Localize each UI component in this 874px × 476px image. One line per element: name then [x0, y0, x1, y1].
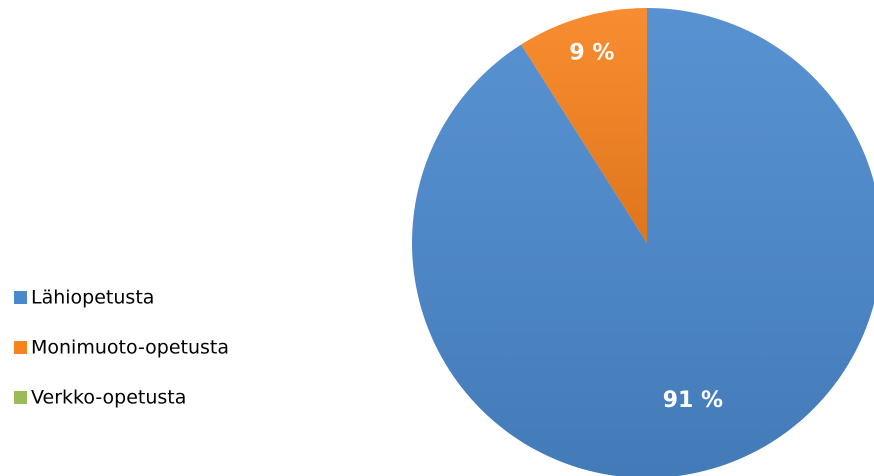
legend: Lähiopetusta Monimuoto-opetusta Verkko-ope…	[14, 287, 229, 409]
slice-labels: 91 % 9 %	[569, 40, 723, 413]
pie	[412, 8, 874, 476]
slice-label: 9 %	[569, 40, 614, 65]
legend-label: Monimuoto-opetusta	[31, 337, 229, 359]
slice-shade	[521, 8, 647, 243]
legend-label: Verkko-opetusta	[31, 387, 186, 409]
legend-swatch	[14, 341, 27, 354]
legend-swatch	[14, 391, 27, 404]
legend-label: Lähiopetusta	[31, 287, 154, 309]
slice-shade	[412, 8, 874, 476]
slice-label: 91 %	[663, 388, 723, 413]
legend-swatch	[14, 291, 27, 304]
